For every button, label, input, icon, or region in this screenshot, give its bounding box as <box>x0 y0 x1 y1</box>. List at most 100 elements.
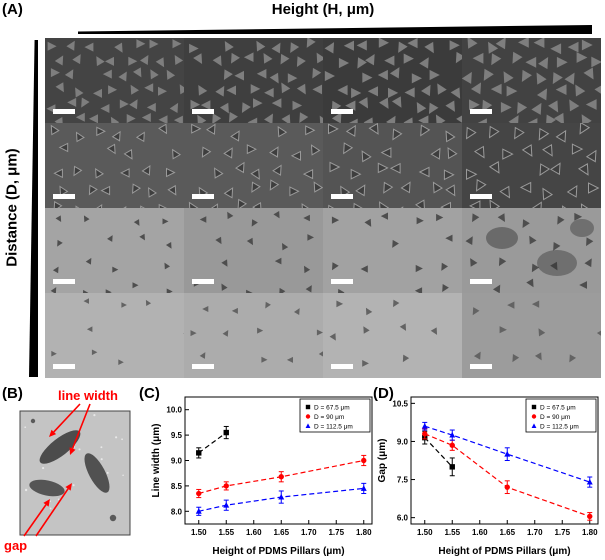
triangle-micropattern <box>421 84 431 97</box>
speckle <box>72 484 75 487</box>
triangle-micropattern <box>190 99 201 110</box>
triangle-micropattern <box>121 302 127 308</box>
triangle-micropattern <box>119 168 130 178</box>
triangle-micropattern <box>307 234 314 241</box>
triangle-micropattern <box>50 287 57 293</box>
triangle-micropattern <box>435 114 446 123</box>
series-line <box>424 437 453 468</box>
triangle-micropattern <box>368 123 379 135</box>
triangle-micropattern <box>548 100 559 113</box>
triangle-micropattern <box>388 87 399 98</box>
triangle-micropattern <box>75 131 85 143</box>
y-tick-label: 9.0 <box>397 437 409 446</box>
triangle-micropattern <box>167 184 177 196</box>
triangle-micropattern <box>332 262 339 271</box>
triangle-micropattern <box>358 97 369 109</box>
triangle-micropattern <box>536 72 547 85</box>
sem-micrograph <box>45 123 184 208</box>
triangle-micropattern <box>327 123 339 135</box>
triangle-micropattern <box>128 56 138 66</box>
triangle-micropattern <box>231 307 238 314</box>
triangle-micropattern <box>53 200 63 208</box>
triangle-micropattern <box>581 39 593 51</box>
triangle-micropattern <box>356 40 367 51</box>
triangle-micropattern <box>149 39 159 49</box>
annotation-arrows <box>23 403 91 537</box>
triangle-micropattern <box>136 39 146 49</box>
triangle-micropattern <box>343 40 354 51</box>
triangle-micropattern <box>215 85 225 97</box>
triangle-micropattern <box>296 56 306 67</box>
triangle-micropattern <box>403 53 414 64</box>
triangle-micropattern <box>169 102 179 113</box>
triangle-micropattern <box>269 179 280 191</box>
triangle-micropattern <box>310 144 321 156</box>
triangle-micropattern <box>277 126 288 138</box>
scale-bar <box>53 109 75 114</box>
triangle-micropattern <box>197 114 207 123</box>
triangle-micropattern <box>363 117 374 123</box>
arrowhead-icon <box>65 483 72 491</box>
triangle-micropattern <box>67 97 77 107</box>
triangle-micropattern <box>529 235 537 245</box>
triangle-micropattern <box>223 147 233 159</box>
triangle-micropattern <box>269 146 279 158</box>
triangle-micropattern <box>230 52 240 64</box>
triangle-micropattern <box>256 40 266 52</box>
triangle-micropattern <box>81 97 90 108</box>
triangle-micropattern <box>555 129 567 143</box>
triangle-micropattern <box>377 69 388 81</box>
triangle-micropattern <box>398 41 408 53</box>
triangle-micropattern <box>221 259 228 267</box>
triangle-micropattern <box>264 87 274 98</box>
triangle-micropattern <box>235 161 245 174</box>
x-tick-label: 1.60 <box>246 528 262 537</box>
legend-box <box>299 398 371 433</box>
sem-micrograph <box>45 38 184 123</box>
speckle <box>106 471 109 474</box>
triangle-micropattern <box>386 115 396 123</box>
triangle-micropattern <box>379 97 389 109</box>
triangle-micropattern <box>378 201 390 208</box>
triangle-micropattern <box>580 203 592 208</box>
x-tick-label: 1.50 <box>417 528 433 537</box>
data-marker <box>223 429 229 436</box>
triangle-micropattern <box>91 349 98 356</box>
triangle-micropattern <box>305 125 316 136</box>
triangle-micropattern <box>73 165 83 177</box>
triangle-micropattern <box>378 38 389 48</box>
triangle-micropattern <box>514 126 525 140</box>
triangle-micropattern <box>495 38 506 50</box>
x-tick-label: 1.50 <box>191 528 207 537</box>
triangle-micropattern <box>286 356 293 363</box>
triangle-micropattern <box>550 261 558 271</box>
triangle-micropattern <box>429 69 440 81</box>
triangle-micropattern <box>190 330 197 337</box>
triangle-micropattern <box>539 163 551 177</box>
data-marker <box>196 490 202 497</box>
series-line <box>424 433 590 517</box>
speckle <box>57 498 60 501</box>
triangle-micropattern <box>416 101 427 114</box>
triangle-micropattern <box>84 42 94 52</box>
triangle-micropattern <box>289 186 300 197</box>
x-tick-label: 1.60 <box>472 528 488 537</box>
x-tick-label: 1.65 <box>499 528 515 537</box>
data-marker <box>421 422 428 429</box>
triangle-micropattern <box>553 112 565 123</box>
triangle-micropattern <box>549 162 561 176</box>
triangle-micropattern <box>576 52 588 63</box>
triangle-micropattern <box>462 71 472 84</box>
triangle-micropattern <box>100 185 111 196</box>
triangle-micropattern <box>50 68 60 78</box>
triangle-micropattern <box>345 124 356 137</box>
triangle-micropattern <box>108 85 118 95</box>
sem-image-cell <box>45 208 184 293</box>
triangle-micropattern <box>269 72 279 84</box>
triangle-micropattern <box>465 126 477 140</box>
sem-image-cell <box>184 293 323 378</box>
y-axis-title: Gap (μm) <box>377 439 388 483</box>
distance-axis-arrow <box>29 40 38 377</box>
triangle-micropattern <box>83 215 90 223</box>
